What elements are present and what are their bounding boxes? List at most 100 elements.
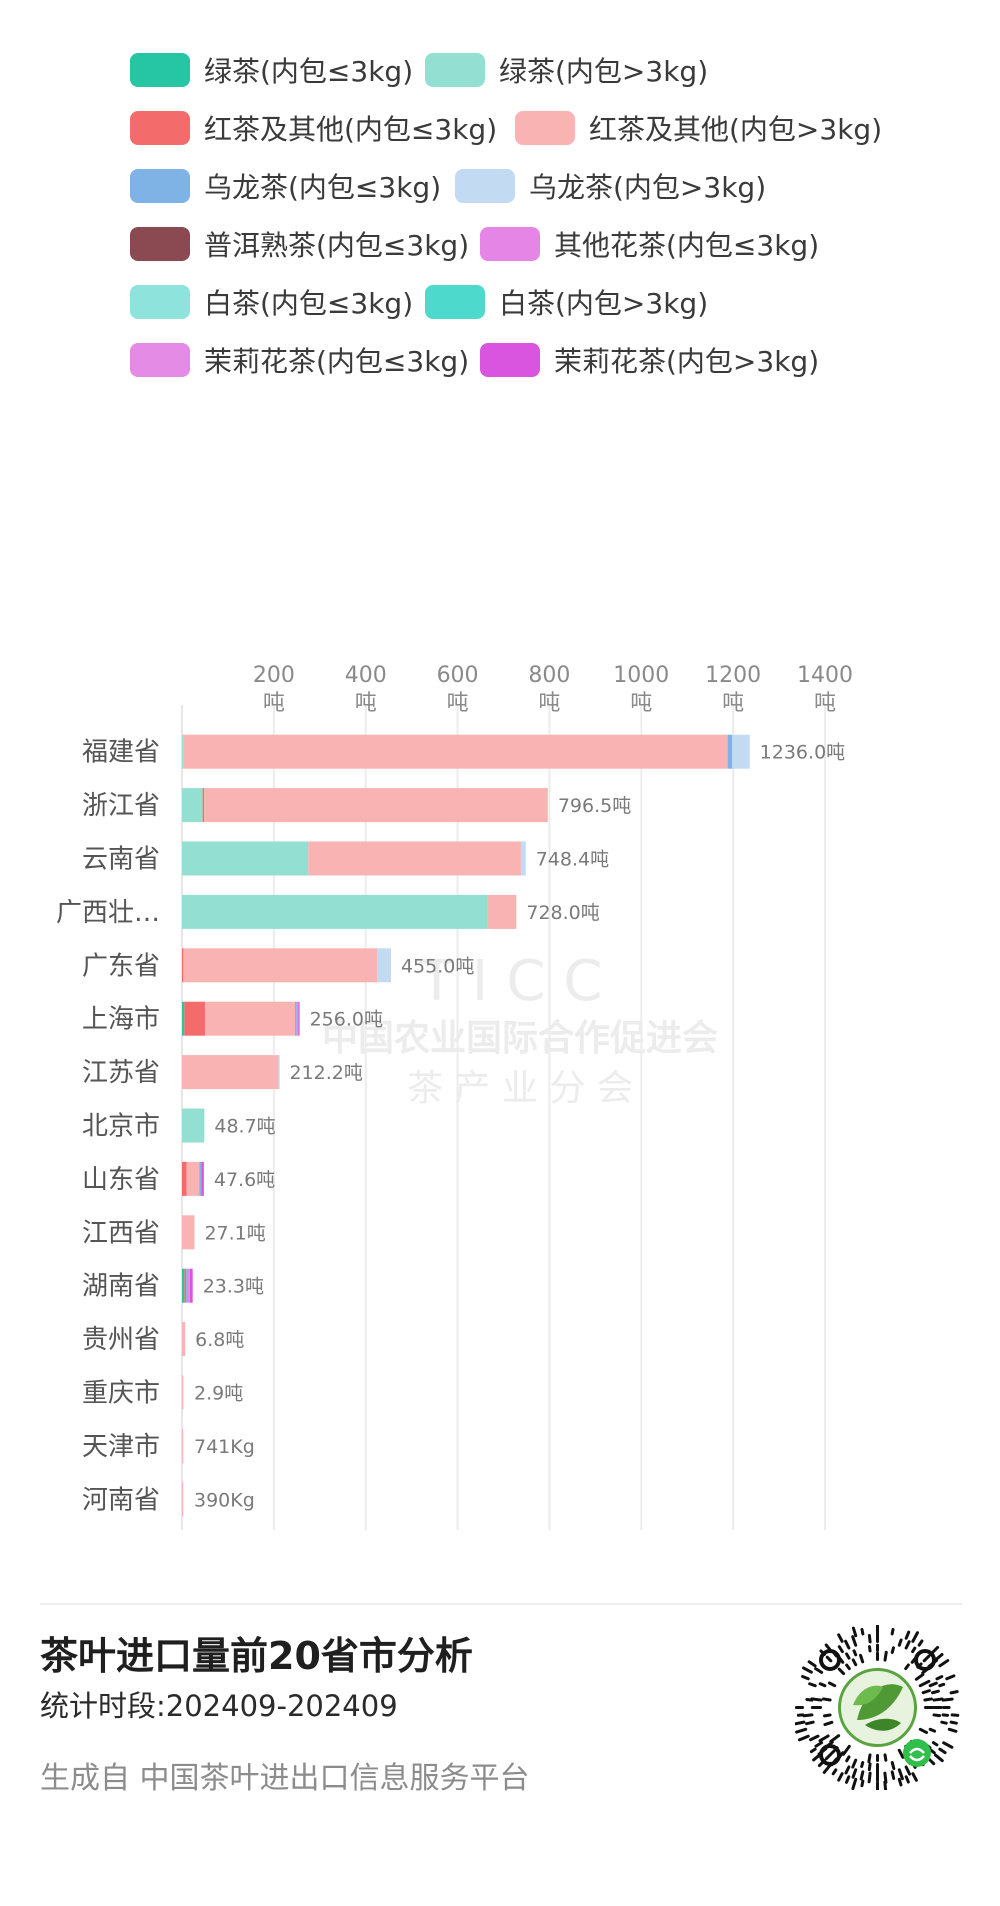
chart-legend: 绿茶(内包≤3kg) 绿茶(内包>3kg) 红茶及其他(内包≤3kg) 红茶及其他(内… (0, 0, 1000, 400)
bar-segment (298, 1001, 300, 1036)
legend-swatch (130, 227, 190, 261)
y-category-label: 重庆市 (82, 1379, 160, 1409)
legend-item[interactable]: 茉莉花茶(内包≤3kg) (130, 340, 469, 380)
bar-segment (182, 894, 488, 929)
y-category-label: 福建省 (82, 738, 160, 768)
bar-segment (520, 841, 526, 876)
bar-value-label: 728.0吨 (526, 902, 599, 924)
bar-segment (182, 1161, 187, 1196)
x-tick-unit: 吨 (355, 691, 377, 716)
bar-segment (182, 1322, 186, 1357)
y-category-label: 贵州省 (82, 1325, 160, 1355)
bar-segment (294, 1001, 297, 1036)
legend-item[interactable]: 乌龙茶(内包≤3kg) (130, 166, 441, 206)
x-tick-label: 1400 (797, 663, 853, 688)
bar-segment (732, 734, 750, 769)
legend-label: 白茶(内包>3kg) (499, 287, 709, 320)
legend-label: 红茶及其他(内包≤3kg) (204, 113, 498, 146)
bar-value-label: 741Kg (194, 1436, 255, 1458)
x-tick-unit: 吨 (814, 691, 836, 716)
legend-swatch (425, 285, 485, 319)
bar-value-label: 390Kg (194, 1489, 255, 1511)
report-period: 统计时段:202409-202409 (40, 1689, 398, 1723)
legend-label: 乌龙茶(内包>3kg) (529, 171, 767, 204)
legend-label: 普洱熟茶(内包≤3kg) (204, 229, 470, 262)
bar-segment (204, 788, 548, 823)
watermark-logo: TICC (419, 949, 621, 1014)
bar-segment (182, 948, 184, 983)
x-tick-unit: 吨 (447, 691, 469, 716)
legend-item[interactable]: 绿茶(内包≤3kg) (130, 50, 413, 90)
bar-segment (278, 1055, 280, 1090)
bar-segment (184, 1268, 187, 1303)
legend-swatch (130, 285, 190, 319)
legend-label: 其他花茶(内包≤3kg) (554, 229, 820, 262)
y-category-label: 河南省 (82, 1485, 160, 1515)
watermark-line1: 中国农业国际合作促进会 (322, 1018, 718, 1059)
legend-item[interactable]: 乌龙茶(内包>3kg) (455, 166, 766, 206)
legend-item[interactable]: 普洱熟茶(内包≤3kg) (130, 224, 469, 264)
x-tick-label: 400 (345, 663, 387, 688)
y-category-label: 广东省 (82, 951, 160, 981)
legend-label: 茉莉花茶(内包>3kg) (554, 345, 820, 378)
legend-swatch (515, 111, 575, 145)
legend-label: 乌龙茶(内包≤3kg) (204, 171, 442, 204)
legend-swatch (455, 169, 515, 203)
x-tick-label: 800 (528, 663, 570, 688)
x-tick-unit: 吨 (263, 691, 285, 716)
bar-value-label: 1236.0吨 (760, 742, 845, 764)
legend-item[interactable]: 白茶(内包>3kg) (425, 282, 708, 322)
legend-swatch (130, 53, 190, 87)
legend-swatch (130, 111, 190, 145)
bar-segment (308, 841, 521, 876)
bar-segment (199, 1161, 202, 1196)
y-category-label: 江苏省 (82, 1058, 160, 1088)
x-tick-label: 1000 (613, 663, 669, 688)
x-tick-label: 200 (253, 663, 295, 688)
bar-value-label: 6.8吨 (195, 1329, 244, 1351)
legend-label: 茉莉花茶(内包≤3kg) (204, 345, 470, 378)
legend-item[interactable]: 绿茶(内包>3kg) (425, 50, 708, 90)
legend-item[interactable]: 红茶及其他(内包>3kg) (515, 108, 882, 148)
report-source: 生成自 中国茶叶进出口信息服务平台 (40, 1761, 530, 1796)
bar-segment (204, 1001, 295, 1036)
bar-segment (201, 1161, 204, 1196)
bar-segment (187, 1268, 190, 1303)
y-category-label: 天津市 (82, 1432, 160, 1462)
x-tick-label: 1200 (705, 663, 761, 688)
x-tick-unit: 吨 (538, 691, 560, 716)
bar-segment (183, 734, 728, 769)
bar-segment (182, 1215, 195, 1250)
bar-segment (727, 734, 733, 769)
bar-segment (182, 841, 309, 876)
legend-label: 白茶(内包≤3kg) (204, 287, 414, 320)
legend-label: 绿茶(内包≤3kg) (204, 55, 414, 88)
x-tick-label: 600 (437, 663, 479, 688)
bar-segment (183, 948, 378, 983)
y-category-label: 山东省 (82, 1165, 160, 1195)
bar-segment (186, 1268, 188, 1303)
legend-item[interactable]: 红茶及其他(内包≤3kg) (130, 108, 497, 148)
legend-item[interactable]: 茉莉花茶(内包>3kg) (480, 340, 819, 380)
bar-segment (182, 1268, 185, 1303)
legend-swatch (130, 169, 190, 203)
legend-item[interactable]: 白茶(内包≤3kg) (130, 282, 413, 322)
mini-program-qr-code[interactable] (795, 1625, 960, 1790)
y-category-label: 浙江省 (82, 791, 160, 821)
bar-segment (182, 1108, 205, 1143)
bar-segment (377, 948, 391, 983)
legend-swatch (425, 53, 485, 87)
bar-value-label: 796.5吨 (558, 795, 631, 817)
legend-label: 绿茶(内包>3kg) (499, 55, 709, 88)
bar-segment (182, 1375, 184, 1410)
legend-swatch (480, 227, 540, 261)
bar-value-label: 256.0吨 (310, 1009, 383, 1031)
bar-segment (182, 1428, 184, 1463)
bar-value-label: 455.0吨 (401, 955, 474, 977)
report-title: 茶叶进口量前20省市分析 (40, 1634, 473, 1678)
bar-segment (296, 1001, 299, 1036)
legend-item[interactable]: 其他花茶(内包≤3kg) (480, 224, 819, 264)
watermark-line2: 茶 产 业 分 会 (407, 1068, 633, 1109)
y-category-label: 上海市 (82, 1005, 160, 1035)
bar-segment (182, 788, 203, 823)
